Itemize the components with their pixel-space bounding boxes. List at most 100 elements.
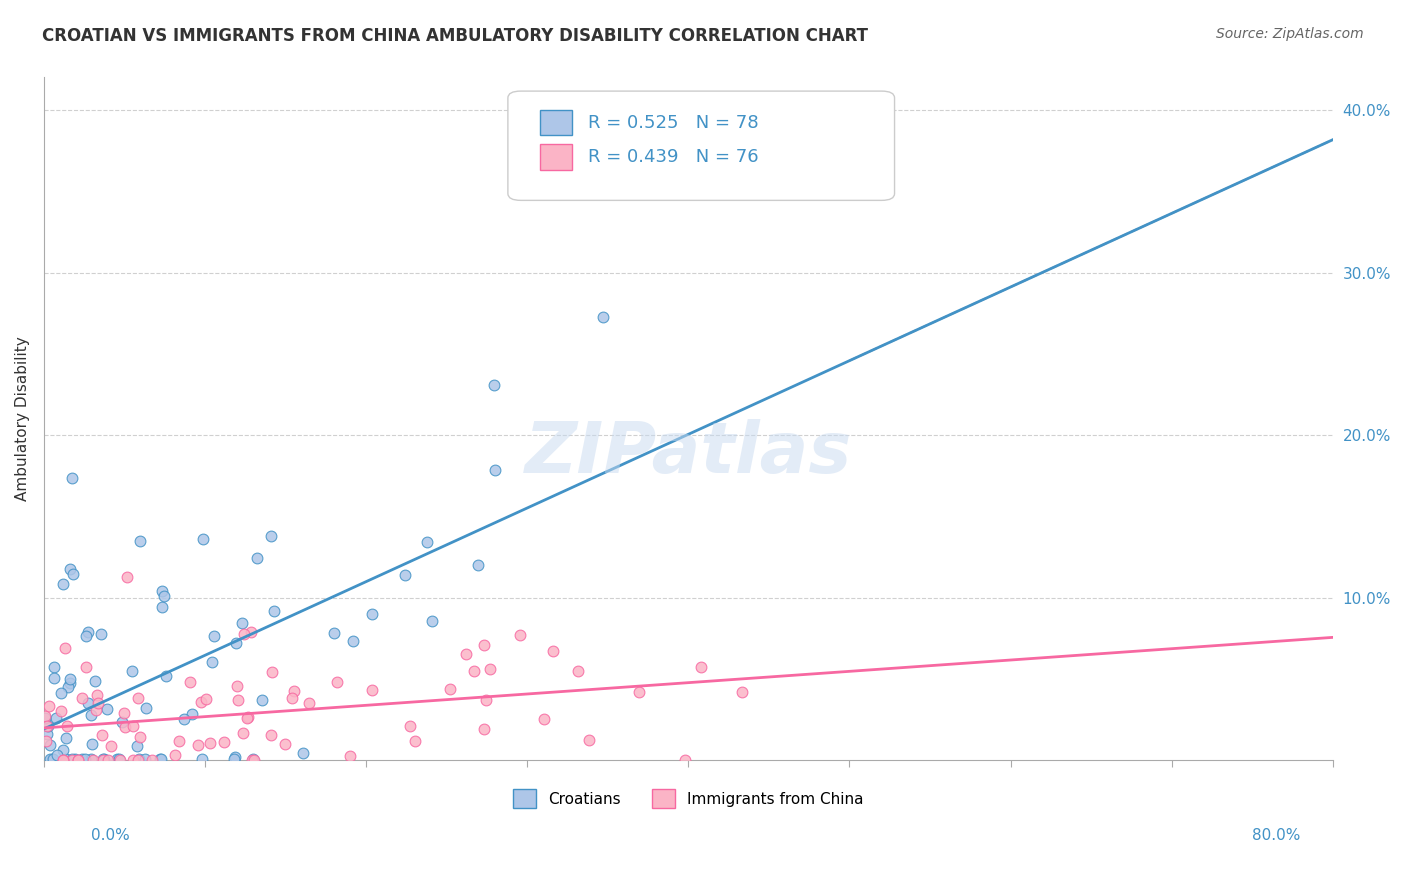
Point	[45, 711, 67, 725]
Point	[150, 584, 173, 599]
Point	[38, 738, 60, 752]
Point	[37, 719, 59, 733]
Point	[190, 695, 212, 709]
Point	[201, 655, 224, 669]
Point	[148, 752, 170, 766]
Point	[225, 636, 247, 650]
Point	[394, 568, 416, 582]
Point	[77, 696, 100, 710]
Point	[56, 680, 79, 694]
Point	[73, 752, 96, 766]
Text: Source: ZipAtlas.com: Source: ZipAtlas.com	[1216, 27, 1364, 41]
Point	[150, 752, 173, 766]
Point	[472, 722, 495, 736]
FancyBboxPatch shape	[540, 110, 572, 136]
Point	[155, 669, 177, 683]
Point	[66, 753, 89, 767]
Point	[543, 644, 565, 658]
Point	[62, 752, 84, 766]
Point	[59, 676, 82, 690]
Point	[212, 735, 235, 749]
Point	[226, 692, 249, 706]
Point	[97, 753, 120, 767]
Point	[52, 753, 75, 767]
Point	[59, 672, 82, 686]
FancyBboxPatch shape	[508, 91, 894, 201]
Point	[673, 753, 696, 767]
Point	[150, 599, 173, 614]
Point	[38, 699, 60, 714]
Point	[567, 664, 589, 678]
Point	[463, 665, 485, 679]
Point	[59, 561, 82, 575]
Point	[34, 709, 56, 723]
Point	[246, 551, 269, 566]
Point	[127, 753, 149, 767]
Point	[231, 726, 253, 740]
Point	[342, 634, 364, 648]
Point	[398, 719, 420, 733]
Point	[240, 624, 263, 639]
Point	[482, 377, 505, 392]
Point	[283, 683, 305, 698]
Y-axis label: Ambulatory Disability: Ambulatory Disability	[15, 336, 30, 501]
Point	[86, 688, 108, 702]
Point	[93, 752, 115, 766]
Point	[128, 534, 150, 549]
Point	[83, 673, 105, 688]
Point	[87, 696, 110, 710]
Point	[90, 728, 112, 742]
Point	[202, 629, 225, 643]
Point	[121, 719, 143, 733]
Point	[105, 752, 128, 766]
Point	[107, 752, 129, 766]
Point	[260, 728, 283, 742]
Point	[100, 739, 122, 754]
Point	[533, 713, 555, 727]
Point	[198, 736, 221, 750]
Point	[323, 625, 346, 640]
Point	[420, 614, 443, 628]
Point	[187, 738, 209, 752]
Point	[179, 675, 201, 690]
Text: ZIPatlas: ZIPatlas	[524, 418, 852, 488]
Point	[52, 743, 75, 757]
Point	[134, 752, 156, 766]
Point	[690, 660, 713, 674]
Point	[52, 753, 75, 767]
Legend: Croatians, Immigrants from China: Croatians, Immigrants from China	[508, 783, 869, 814]
Point	[141, 753, 163, 767]
Point	[53, 640, 76, 655]
Point	[191, 752, 214, 766]
Point	[224, 750, 246, 764]
Point	[121, 665, 143, 679]
Text: 80.0%: 80.0%	[1253, 828, 1301, 843]
Point	[55, 752, 77, 766]
Point	[135, 700, 157, 714]
Point	[273, 737, 295, 751]
Point	[484, 463, 506, 477]
Point	[49, 686, 72, 700]
Point	[56, 718, 79, 732]
Point	[195, 691, 218, 706]
Point	[42, 671, 65, 685]
Point	[62, 566, 84, 581]
Point	[108, 753, 131, 767]
Point	[39, 752, 62, 766]
Point	[592, 310, 614, 324]
Point	[235, 711, 257, 725]
Point	[243, 753, 266, 767]
Point	[112, 706, 135, 721]
Point	[260, 665, 283, 680]
Point	[122, 753, 145, 767]
Point	[41, 752, 63, 766]
Point	[49, 704, 72, 718]
Point	[163, 747, 186, 762]
Point	[339, 748, 361, 763]
Point	[128, 752, 150, 766]
Text: CROATIAN VS IMMIGRANTS FROM CHINA AMBULATORY DISABILITY CORRELATION CHART: CROATIAN VS IMMIGRANTS FROM CHINA AMBULA…	[42, 27, 868, 45]
Point	[72, 752, 94, 766]
Point	[475, 693, 498, 707]
Point	[63, 752, 86, 766]
Point	[62, 753, 84, 767]
